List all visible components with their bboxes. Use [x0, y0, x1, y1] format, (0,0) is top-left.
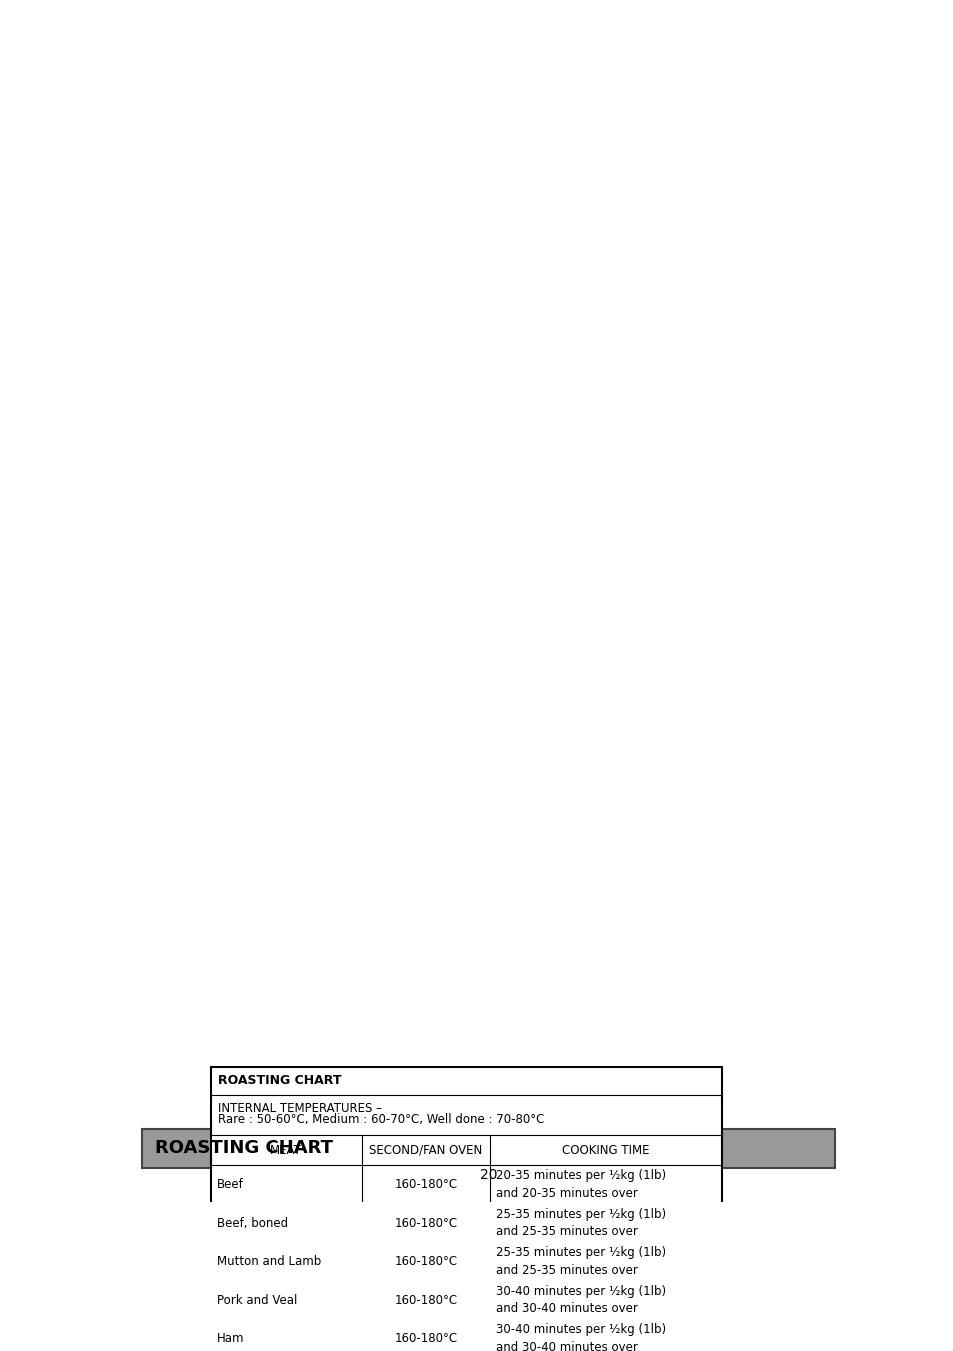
- Text: Beef, boned: Beef, boned: [216, 1217, 288, 1229]
- Text: ROASTING CHART: ROASTING CHART: [154, 1139, 333, 1158]
- Bar: [142, 1129, 835, 1167]
- Bar: [211, 1067, 721, 1351]
- Text: Beef: Beef: [216, 1178, 243, 1192]
- Text: 25-35 minutes per ½kg (1lb)
and 25-35 minutes over: 25-35 minutes per ½kg (1lb) and 25-35 mi…: [496, 1247, 665, 1277]
- Text: 20-35 minutes per ½kg (1lb)
and 20-35 minutes over: 20-35 minutes per ½kg (1lb) and 20-35 mi…: [496, 1170, 665, 1200]
- Text: 160-180°C: 160-180°C: [394, 1178, 456, 1192]
- Text: Pork and Veal: Pork and Veal: [216, 1294, 297, 1306]
- Text: 25-35 minutes per ½kg (1lb)
and 25-35 minutes over: 25-35 minutes per ½kg (1lb) and 25-35 mi…: [496, 1208, 665, 1239]
- Text: 160-180°C: 160-180°C: [394, 1255, 456, 1269]
- Text: Mutton and Lamb: Mutton and Lamb: [216, 1255, 321, 1269]
- Text: 160-180°C: 160-180°C: [394, 1217, 456, 1229]
- Text: 30-40 minutes per ½kg (1lb)
and 30-40 minutes over: 30-40 minutes per ½kg (1lb) and 30-40 mi…: [496, 1324, 665, 1351]
- Text: INTERNAL TEMPERATURES –: INTERNAL TEMPERATURES –: [218, 1102, 382, 1116]
- Text: Ham: Ham: [216, 1332, 244, 1346]
- Text: COOKING TIME: COOKING TIME: [561, 1143, 649, 1156]
- Text: Rare : 50-60°C, Medium : 60-70°C, Well done : 70-80°C: Rare : 50-60°C, Medium : 60-70°C, Well d…: [218, 1113, 544, 1127]
- Text: ROASTING CHART: ROASTING CHART: [218, 1074, 341, 1088]
- Text: SECOND/FAN OVEN: SECOND/FAN OVEN: [369, 1143, 482, 1156]
- Text: 160-180°C: 160-180°C: [394, 1294, 456, 1306]
- Text: MEAT: MEAT: [270, 1143, 302, 1156]
- Text: 20: 20: [479, 1167, 497, 1182]
- Text: 30-40 minutes per ½kg (1lb)
and 30-40 minutes over: 30-40 minutes per ½kg (1lb) and 30-40 mi…: [496, 1285, 665, 1316]
- Text: 160-180°C: 160-180°C: [394, 1332, 456, 1346]
